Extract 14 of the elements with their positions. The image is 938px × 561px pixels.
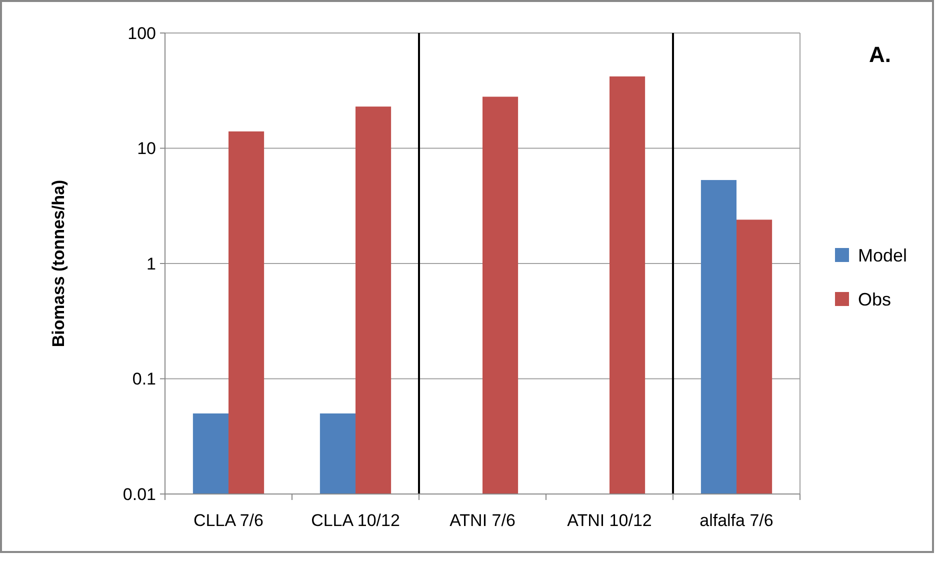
x-tick-label: CLLA 7/6: [194, 511, 264, 530]
legend-label: Obs: [858, 289, 892, 310]
y-tick-label: 0.1: [132, 370, 156, 389]
legend-label: Model: [858, 245, 908, 266]
text: A.: [869, 42, 891, 67]
y-tick-label: 0.01: [122, 484, 156, 504]
x-tick-label: ATNI 10/12: [567, 511, 652, 530]
y-tick-label: 10: [137, 139, 156, 158]
y-tick-label: 100: [128, 24, 156, 43]
x-tick-label: CLLA 10/12: [311, 511, 400, 530]
y-tick-label: 1: [146, 254, 156, 274]
x-tick-label: ATNI 7/6: [450, 511, 516, 530]
x-tick-label: alfalfa 7/6: [700, 511, 774, 530]
y-axis-title: Biomass (tonnes/ha): [49, 180, 68, 348]
